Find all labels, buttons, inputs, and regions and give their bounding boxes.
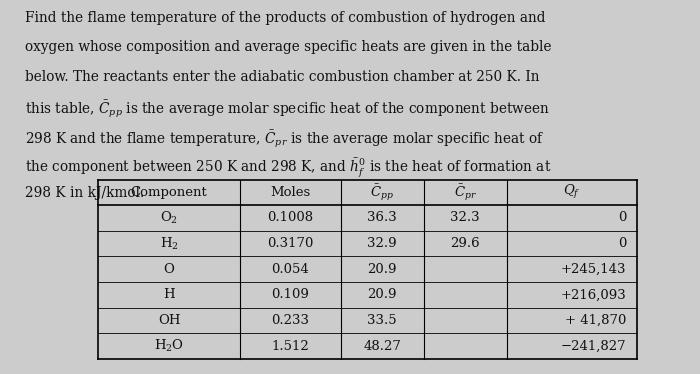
Text: 298 K and the flame temperature, $\bar{C}_{pr}$ is the average molar specific he: 298 K and the flame temperature, $\bar{C…: [25, 128, 544, 150]
Text: $\mathrm{O_2}$: $\mathrm{O_2}$: [160, 210, 178, 226]
Text: +245,143: +245,143: [561, 263, 626, 276]
Text: this table, $\bar{C}_{pp}$ is the average molar specific heat of the component b: this table, $\bar{C}_{pp}$ is the averag…: [25, 99, 550, 120]
Text: 0.233: 0.233: [272, 314, 309, 327]
Text: 1.512: 1.512: [272, 340, 309, 353]
Text: 32.9: 32.9: [368, 237, 397, 250]
Text: OH: OH: [158, 314, 181, 327]
Text: + 41,870: + 41,870: [565, 314, 627, 327]
Text: 0.054: 0.054: [272, 263, 309, 276]
Text: 29.6: 29.6: [450, 237, 480, 250]
Text: $\bar{C}_{pr}$: $\bar{C}_{pr}$: [454, 182, 477, 203]
Text: $\bar{C}_{pp}$: $\bar{C}_{pp}$: [370, 182, 394, 203]
Text: oxygen whose composition and average specific heats are given in the table: oxygen whose composition and average spe…: [25, 40, 551, 54]
Text: the component between 250 K and 298 K, and $\bar{h}_f^0$ is the heat of formatio: the component between 250 K and 298 K, a…: [25, 157, 551, 180]
Text: 0.109: 0.109: [272, 288, 309, 301]
Text: 48.27: 48.27: [363, 340, 401, 353]
Text: $\mathrm{H_2O}$: $\mathrm{H_2O}$: [154, 338, 184, 354]
Text: below. The reactants enter the adiabatic combustion chamber at 250 K. In: below. The reactants enter the adiabatic…: [25, 70, 539, 83]
Text: $Q_f$: $Q_f$: [563, 183, 581, 201]
Text: 0: 0: [618, 237, 626, 250]
Text: 32.3: 32.3: [450, 211, 480, 224]
Text: 20.9: 20.9: [368, 288, 397, 301]
Text: Find the flame temperature of the products of combustion of hydrogen and: Find the flame temperature of the produc…: [25, 11, 545, 25]
Text: Component: Component: [131, 186, 207, 199]
Text: $\mathrm{H_2}$: $\mathrm{H_2}$: [160, 236, 178, 252]
Text: H: H: [163, 288, 175, 301]
Text: Moles: Moles: [270, 186, 311, 199]
Text: 0: 0: [618, 211, 626, 224]
Text: +216,093: +216,093: [561, 288, 626, 301]
Text: 33.5: 33.5: [368, 314, 397, 327]
Text: 0.1008: 0.1008: [267, 211, 314, 224]
Text: O: O: [164, 263, 174, 276]
Text: 36.3: 36.3: [368, 211, 397, 224]
Text: −241,827: −241,827: [561, 340, 626, 353]
Text: 298 K in kJ/kmol.: 298 K in kJ/kmol.: [25, 186, 144, 200]
Text: 20.9: 20.9: [368, 263, 397, 276]
Text: 0.3170: 0.3170: [267, 237, 314, 250]
